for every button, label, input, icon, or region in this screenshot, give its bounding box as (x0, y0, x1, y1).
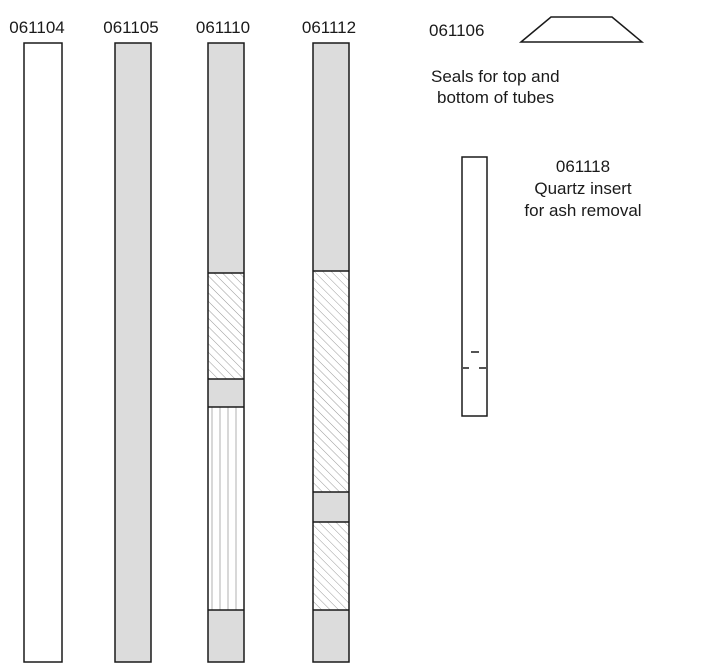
quartz-insert (461, 156, 488, 417)
insert-caption-line2: for ash removal (524, 201, 642, 220)
tube-outline (312, 42, 350, 663)
tube-061112 (312, 42, 350, 663)
tube-section (208, 407, 244, 610)
tube-section (313, 492, 349, 522)
tube-label-061110: 061110 (195, 18, 251, 37)
insert-part-label: 061118 (555, 157, 611, 176)
seal-caption-line2: bottom of tubes (437, 88, 555, 107)
seal-caption-line1: Seals for top and (431, 67, 560, 86)
tube-label-061112: 061112 (301, 18, 357, 37)
tube-section (208, 379, 244, 407)
tube-section (114, 42, 152, 663)
tube-label-061105: 061105 (103, 18, 159, 37)
tube-label-061104: 061104 (9, 18, 65, 37)
tube-section (313, 610, 349, 662)
insert-tube (461, 156, 488, 417)
tube-061104 (23, 42, 63, 663)
tube-section (23, 42, 63, 663)
tube-061105 (114, 42, 152, 663)
tube-outline (207, 42, 245, 663)
insert-caption-line1: Quartz insert (534, 179, 632, 198)
seal-part-label: 061106 (429, 21, 485, 40)
tube-section (313, 43, 349, 271)
tube-section (313, 271, 349, 492)
tube-section (313, 522, 349, 610)
tube-section (208, 273, 244, 379)
tube-section (208, 610, 244, 662)
tube-061110 (207, 42, 245, 663)
seal-shape (518, 16, 645, 43)
tube-section (208, 43, 244, 273)
